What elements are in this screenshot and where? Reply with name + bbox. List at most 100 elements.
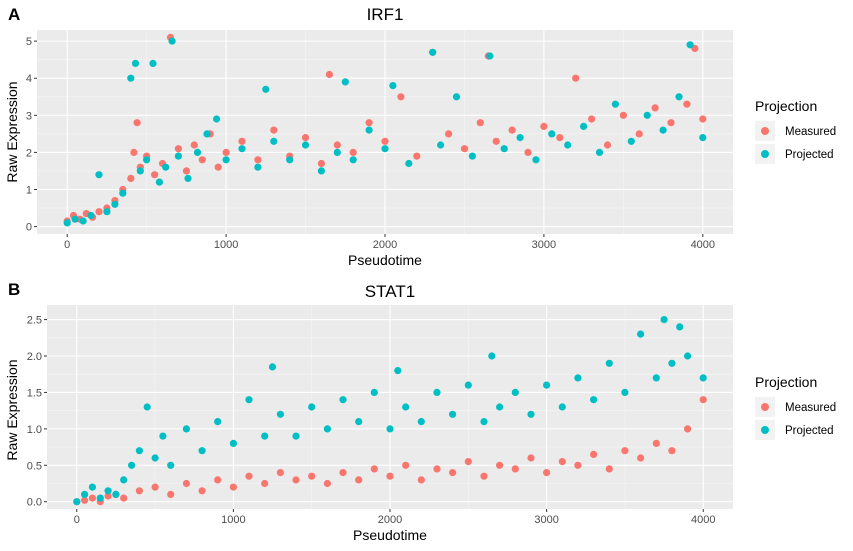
point-measured <box>460 145 469 153</box>
point-projected <box>301 141 310 149</box>
legend-key-measured <box>761 127 769 135</box>
y-tick-label: 5 <box>26 36 32 48</box>
legend-label-measured: Measured <box>785 126 836 138</box>
point-projected <box>402 403 410 411</box>
point-measured <box>605 465 613 473</box>
point-projected <box>437 141 445 149</box>
y-tick-label: 3 <box>26 110 32 122</box>
point-measured <box>174 145 182 153</box>
point-projected <box>167 461 175 469</box>
point-projected <box>155 178 163 186</box>
y-tick-label: 2 <box>26 147 32 159</box>
point-projected <box>317 167 325 175</box>
point-measured <box>198 156 206 164</box>
point-projected <box>262 85 270 93</box>
legend: Projection Measured Projected <box>755 374 836 440</box>
x-tick-label: 4000 <box>691 514 715 526</box>
point-projected <box>79 217 87 225</box>
point-measured <box>381 137 389 145</box>
chart-title-irf1: IRF1 <box>367 5 404 24</box>
point-measured <box>668 447 676 455</box>
point-projected <box>488 352 496 360</box>
point-projected <box>574 374 582 382</box>
panel-label-a: A <box>8 5 20 24</box>
point-projected <box>611 100 620 108</box>
legend-key-measured <box>761 403 769 411</box>
point-measured <box>684 425 692 433</box>
point-projected <box>564 141 572 149</box>
point-measured <box>120 494 128 502</box>
point-measured <box>603 141 612 149</box>
point-measured <box>699 396 707 404</box>
point-measured <box>683 100 691 108</box>
point-measured <box>480 472 488 480</box>
point-projected <box>659 126 667 134</box>
point-projected <box>184 174 192 182</box>
x-tick-label: 0 <box>64 239 70 251</box>
point-measured <box>323 479 331 488</box>
point-projected <box>245 396 253 404</box>
point-measured <box>619 111 628 119</box>
point-measured <box>130 148 138 156</box>
point-measured <box>333 141 341 149</box>
point-projected <box>590 396 598 404</box>
x-tick-label: 3000 <box>532 239 556 251</box>
point-measured <box>229 483 237 491</box>
point-projected <box>136 167 144 175</box>
point-projected <box>699 134 707 142</box>
point-projected <box>595 148 604 156</box>
point-measured <box>558 458 566 466</box>
point-projected <box>323 425 331 433</box>
point-measured <box>572 74 580 82</box>
point-projected <box>652 374 660 382</box>
point-projected <box>254 163 262 171</box>
point-projected <box>71 215 79 223</box>
y-tick-label: 1.0 <box>27 424 42 436</box>
point-projected <box>389 82 397 90</box>
point-projected <box>452 93 461 101</box>
point-measured <box>127 174 135 182</box>
point-measured <box>433 465 441 473</box>
point-measured <box>540 122 548 130</box>
point-measured <box>245 472 253 480</box>
x-axis-title: Pseudotime <box>348 252 422 268</box>
point-measured <box>417 476 425 484</box>
point-measured <box>524 148 532 156</box>
point-measured <box>355 476 363 484</box>
point-measured <box>270 126 278 134</box>
point-projected <box>464 381 472 389</box>
point-projected <box>417 418 425 426</box>
point-measured <box>292 476 300 484</box>
legend-label-measured: Measured <box>785 402 836 414</box>
chart-title-stat1: STAT1 <box>365 282 415 301</box>
point-projected <box>637 330 645 338</box>
point-projected <box>349 156 357 164</box>
point-measured <box>88 494 96 502</box>
point-projected <box>675 93 683 101</box>
point-projected <box>543 381 551 389</box>
point-projected <box>276 410 284 418</box>
point-projected <box>627 137 635 145</box>
point-projected <box>433 388 441 396</box>
point-measured <box>496 461 504 469</box>
point-projected <box>660 316 668 324</box>
point-measured <box>413 152 421 160</box>
point-projected <box>511 388 519 396</box>
point-measured <box>667 119 675 127</box>
legend: Projection Measured Projected <box>755 98 836 164</box>
panel-label-b: B <box>8 280 20 299</box>
point-projected <box>261 432 269 440</box>
point-measured <box>402 461 410 469</box>
point-projected <box>429 48 437 56</box>
point-projected <box>229 439 237 447</box>
point-measured <box>214 476 222 484</box>
data-points <box>73 316 707 506</box>
point-measured <box>574 461 582 469</box>
point-projected <box>88 483 96 491</box>
y-axis-title: Raw Expression <box>4 81 20 182</box>
data-points <box>63 33 707 227</box>
point-measured <box>151 171 159 179</box>
point-projected <box>135 447 143 455</box>
point-measured <box>556 134 564 142</box>
